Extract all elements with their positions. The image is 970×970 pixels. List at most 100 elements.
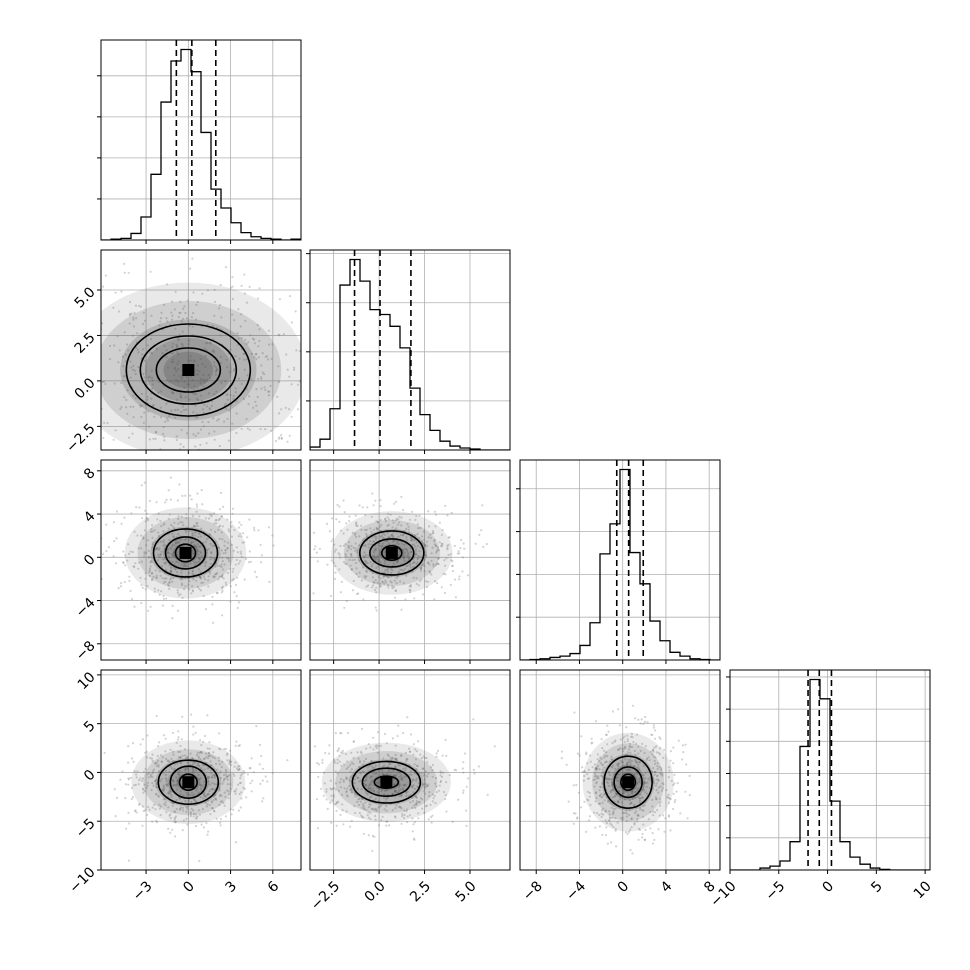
scatter-point: [271, 534, 274, 537]
scatter-point: [607, 800, 610, 803]
scatter-point: [221, 556, 224, 560]
scatter-point: [395, 759, 398, 762]
scatter-point: [611, 783, 614, 786]
scatter-point: [177, 783, 180, 786]
scatter-point: [628, 760, 631, 764]
scatter-point: [170, 767, 174, 770]
scatter-point: [413, 597, 416, 600]
scatter-point: [123, 213, 125, 215]
scatter-point: [243, 352, 246, 355]
scatter-point: [205, 342, 208, 345]
scatter-point: [211, 788, 214, 791]
scatter-point: [589, 760, 592, 763]
scatter-point: [159, 553, 162, 556]
scatter-point: [171, 560, 174, 564]
scatter-point: [169, 813, 172, 816]
scatter-point: [634, 790, 638, 793]
scatter-point: [630, 817, 633, 820]
scatter-point: [226, 417, 229, 420]
scatter-point: [246, 773, 249, 776]
scatter-point: [158, 570, 161, 573]
scatter-point: [156, 559, 159, 562]
scatter-point: [162, 789, 165, 792]
scatter-point: [334, 564, 337, 568]
scatter-point: [336, 762, 339, 765]
scatter-point: [158, 547, 161, 550]
scatter-point: [615, 779, 618, 782]
x-tick-label: 10: [911, 878, 935, 902]
scatter-point: [211, 776, 214, 779]
scatter-point: [168, 792, 171, 795]
scatter-point: [594, 772, 597, 775]
scatter-point: [181, 376, 184, 379]
scatter-point: [217, 759, 220, 762]
scatter-point: [630, 826, 633, 829]
scatter-point: [226, 778, 229, 781]
scatter-point: [658, 766, 661, 769]
scatter-point: [117, 587, 120, 590]
scatter-point: [338, 505, 341, 508]
scatter-point: [179, 593, 182, 596]
scatter-point: [635, 733, 639, 736]
scatter-point: [345, 776, 348, 779]
scatter-point: [639, 749, 642, 753]
scatter-point: [312, 592, 315, 595]
scatter-point: [224, 768, 227, 772]
scatter-point: [415, 796, 418, 799]
scatter-point: [214, 370, 217, 373]
scatter-point: [618, 789, 621, 793]
scatter-point: [397, 518, 400, 521]
scatter-point: [444, 564, 447, 567]
scatter-point: [248, 395, 251, 398]
scatter-point: [206, 323, 209, 326]
scatter-point: [224, 777, 227, 780]
scatter-point: [393, 815, 397, 818]
scatter-point: [237, 308, 240, 311]
scatter-point: [350, 789, 353, 792]
scatter-point: [368, 787, 371, 790]
scatter-point: [180, 582, 183, 585]
scatter-point: [229, 783, 232, 786]
scatter-point: [418, 579, 421, 583]
scatter-point: [677, 739, 680, 742]
scatter-point: [141, 738, 144, 741]
scatter-point: [199, 381, 202, 385]
scatter-point: [367, 543, 370, 546]
scatter-point: [607, 785, 611, 788]
scatter-point: [633, 811, 637, 815]
scatter-point: [337, 789, 340, 792]
scatter-point: [235, 546, 238, 549]
scatter-point: [174, 763, 177, 766]
scatter-point: [166, 320, 169, 323]
scatter-point: [601, 795, 604, 798]
scatter-point: [409, 733, 413, 736]
scatter-point: [430, 552, 433, 555]
scatter-point: [157, 548, 160, 551]
scatter-point: [141, 353, 144, 356]
scatter-point: [619, 747, 622, 750]
scatter-point: [416, 532, 419, 536]
scatter-point: [199, 777, 202, 780]
scatter-point: [617, 748, 620, 752]
scatter-point: [397, 553, 401, 556]
scatter-point: [335, 292, 337, 294]
scatter-point: [654, 796, 657, 799]
density-peak: [385, 546, 398, 559]
scatter-point: [617, 800, 620, 804]
scatter-point: [127, 745, 130, 748]
scatter-point: [133, 784, 136, 787]
scatter-point: [423, 544, 426, 547]
scatter-point: [611, 789, 614, 792]
scatter-point: [170, 793, 173, 796]
scatter-point: [417, 544, 420, 548]
scatter-point: [98, 331, 100, 333]
scatter-point: [213, 288, 216, 291]
scatter-point: [378, 779, 381, 782]
scatter-point: [661, 773, 664, 776]
scatter-point: [594, 826, 597, 829]
scatter-point: [331, 538, 334, 541]
scatter-point: [354, 775, 357, 778]
scatter-point: [383, 562, 386, 565]
scatter-point: [633, 749, 636, 753]
